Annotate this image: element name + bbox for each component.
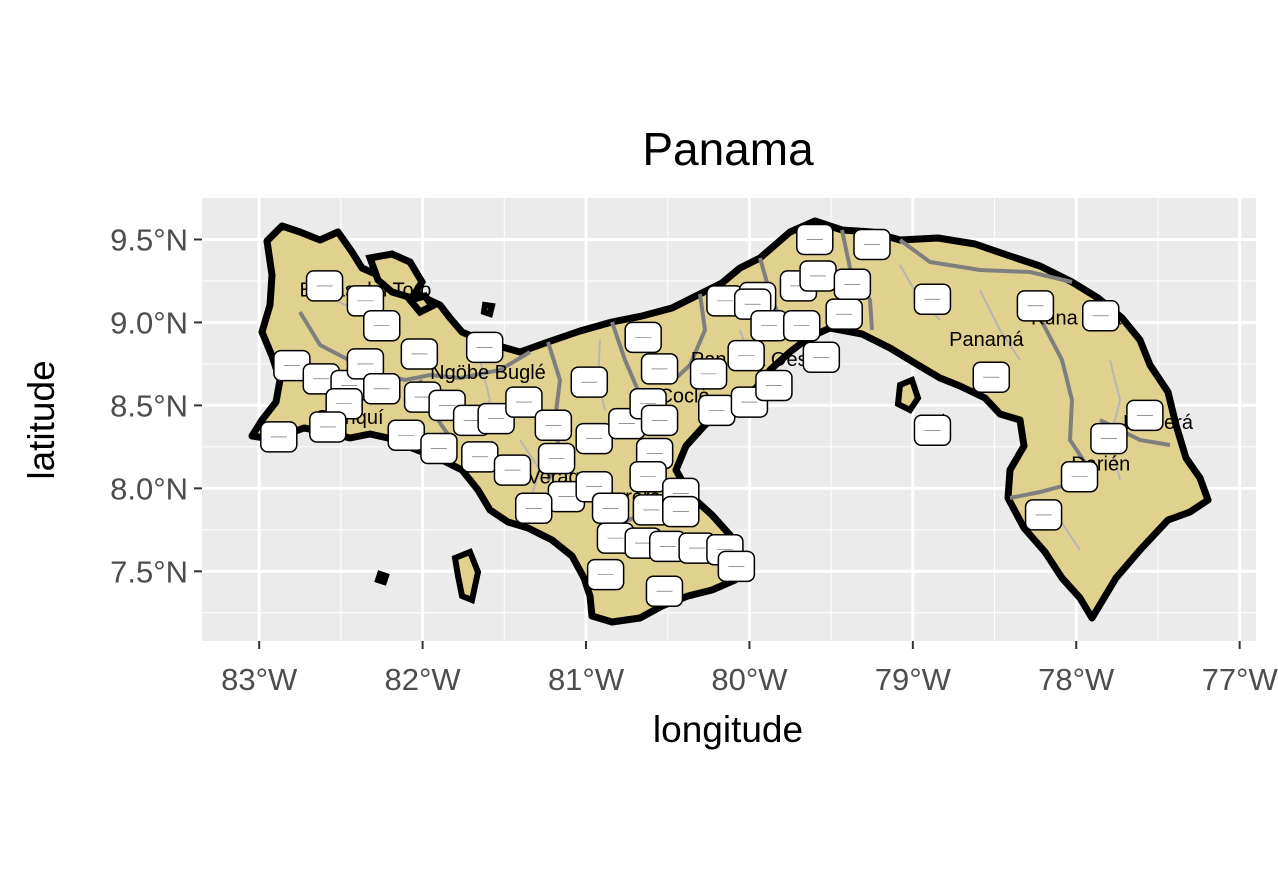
location-marker [799, 260, 837, 292]
location-marker [363, 310, 401, 342]
location-marker [305, 270, 344, 302]
location-marker [913, 414, 952, 447]
coiba-island [451, 548, 482, 605]
x-axis: 83°W 82°W 81°W 80°W 79°W 78°W 77°W [221, 641, 1278, 697]
y-tick-label: 9.0°N [110, 305, 188, 340]
location-marker [662, 495, 700, 528]
location-marker [853, 228, 891, 261]
x-tick-label: 80°W [711, 662, 788, 697]
location-marker [514, 492, 553, 525]
location-marker [802, 341, 841, 374]
location-marker [505, 386, 543, 418]
bocas-islands [365, 250, 438, 317]
y-tick-label: 8.0°N [110, 471, 188, 506]
location-marker [387, 419, 426, 452]
location-marker [1126, 399, 1164, 432]
location-marker [570, 366, 609, 398]
location-marker [833, 268, 872, 301]
location-marker [534, 409, 573, 442]
location-marker [363, 373, 401, 405]
location-marker [400, 338, 439, 370]
location-marker [750, 310, 788, 342]
location-marker [465, 331, 504, 364]
location-marker [537, 442, 576, 475]
y-tick-label: 9.5°N [110, 222, 188, 257]
location-marker [755, 369, 793, 402]
x-tick-label: 77°W [1202, 662, 1278, 697]
location-marker [645, 575, 684, 607]
location-marker [1016, 290, 1055, 322]
panama-mainland [248, 217, 1212, 626]
location-marker [782, 310, 821, 342]
location-marker [586, 558, 625, 591]
region-label: Ngöbe Buglé [430, 362, 546, 384]
region-label: Coclé [658, 385, 709, 407]
location-marker [640, 353, 679, 385]
y-axis: 7.5°N 8.0°N 8.5°N 9.0°N 9.5°N [110, 222, 202, 589]
location-marker [309, 411, 347, 443]
location-marker [727, 339, 765, 372]
y-tick-label: 7.5°N [110, 554, 188, 589]
map-title: Panama [642, 123, 814, 175]
location-marker [575, 422, 613, 455]
region-label: Panamá [949, 329, 1024, 351]
x-tick-label: 82°W [385, 662, 462, 697]
x-tick-label: 81°W [548, 662, 625, 697]
x-tick-label: 78°W [1038, 662, 1115, 697]
location-marker [591, 492, 630, 525]
location-marker [640, 404, 679, 437]
location-marker [913, 283, 952, 315]
location-marker [825, 298, 863, 330]
location-marker [420, 432, 458, 465]
x-tick-label: 79°W [875, 662, 952, 697]
location-marker [624, 321, 662, 354]
location-marker [493, 454, 532, 486]
location-marker [972, 361, 1011, 393]
location-marker [697, 394, 736, 427]
location-marker [1090, 422, 1128, 455]
location-marker [689, 358, 728, 390]
y-axis-title: latitude [21, 360, 62, 479]
location-marker [477, 402, 515, 435]
location-marker [717, 550, 756, 583]
marker-layer [260, 223, 1164, 607]
location-marker [796, 223, 834, 256]
y-tick-label: 8.5°N [110, 388, 188, 423]
x-axis-title: longitude [653, 709, 803, 750]
location-marker [1082, 300, 1120, 332]
location-marker [629, 460, 667, 493]
location-marker [461, 441, 499, 473]
location-marker [1060, 460, 1099, 493]
x-tick-label: 83°W [221, 662, 298, 697]
location-marker [1024, 499, 1063, 531]
location-marker [260, 421, 298, 453]
